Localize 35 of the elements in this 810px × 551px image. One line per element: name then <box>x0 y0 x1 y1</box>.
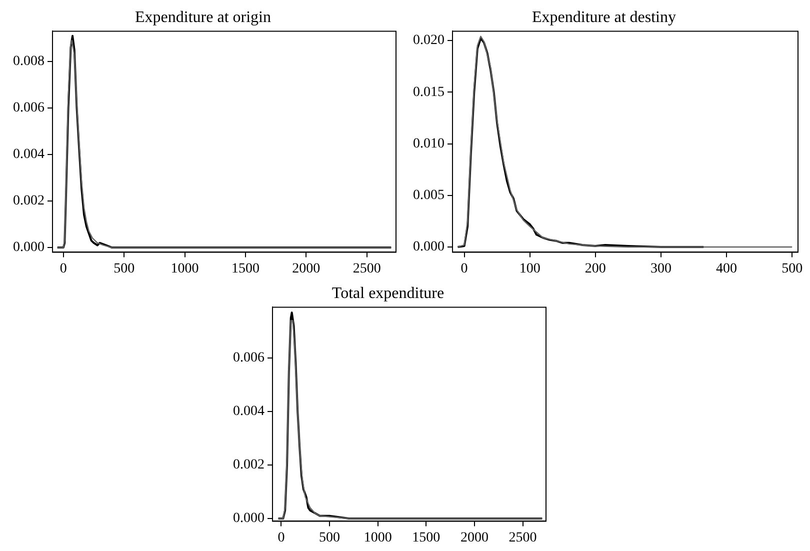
y-tick-label: 0.006 <box>13 100 44 116</box>
x-tick-label: 500 <box>319 530 340 546</box>
y-tick-label: 0.008 <box>13 54 44 70</box>
x-tick-label: 1000 <box>170 261 199 276</box>
y-tick-label: 0.000 <box>413 240 444 255</box>
y-tick-label: 0.000 <box>13 240 44 256</box>
x-tick-label: 400 <box>716 261 738 276</box>
x-tick-label: 2500 <box>352 261 381 276</box>
y-tick-label: 0.004 <box>233 404 264 420</box>
x-tick-label: 0 <box>460 261 468 276</box>
chart-title: Expenditure at destiny <box>532 8 676 26</box>
chart-title: Expenditure at origin <box>135 8 271 26</box>
x-tick-label: 1500 <box>412 530 440 546</box>
y-tick-label: 0.004 <box>13 147 44 162</box>
x-tick-label: 500 <box>782 261 803 276</box>
y-tick-label: 0.000 <box>233 511 264 526</box>
x-tick-label: 2500 <box>508 530 537 546</box>
x-tick-label: 0 <box>278 530 285 546</box>
chart-title: Total expenditure <box>332 284 444 302</box>
x-tick-label: 1000 <box>364 530 392 546</box>
x-tick-label: 100 <box>519 261 540 276</box>
y-tick-label: 0.006 <box>233 350 264 366</box>
x-tick-label: 300 <box>650 261 672 276</box>
x-tick-label: 2000 <box>460 530 488 546</box>
y-tick-label: 0.015 <box>413 84 444 100</box>
x-tick-label: 200 <box>584 261 606 276</box>
y-tick-label: 0.010 <box>413 136 444 152</box>
x-tick-label: 2000 <box>292 261 320 276</box>
x-tick-label: 0 <box>60 261 67 276</box>
y-tick-label: 0.020 <box>413 33 444 48</box>
y-tick-label: 0.002 <box>233 458 264 473</box>
y-tick-label: 0.002 <box>13 194 44 209</box>
x-tick-label: 1500 <box>231 261 260 276</box>
x-tick-label: 500 <box>114 261 135 276</box>
y-tick-label: 0.005 <box>413 188 444 204</box>
